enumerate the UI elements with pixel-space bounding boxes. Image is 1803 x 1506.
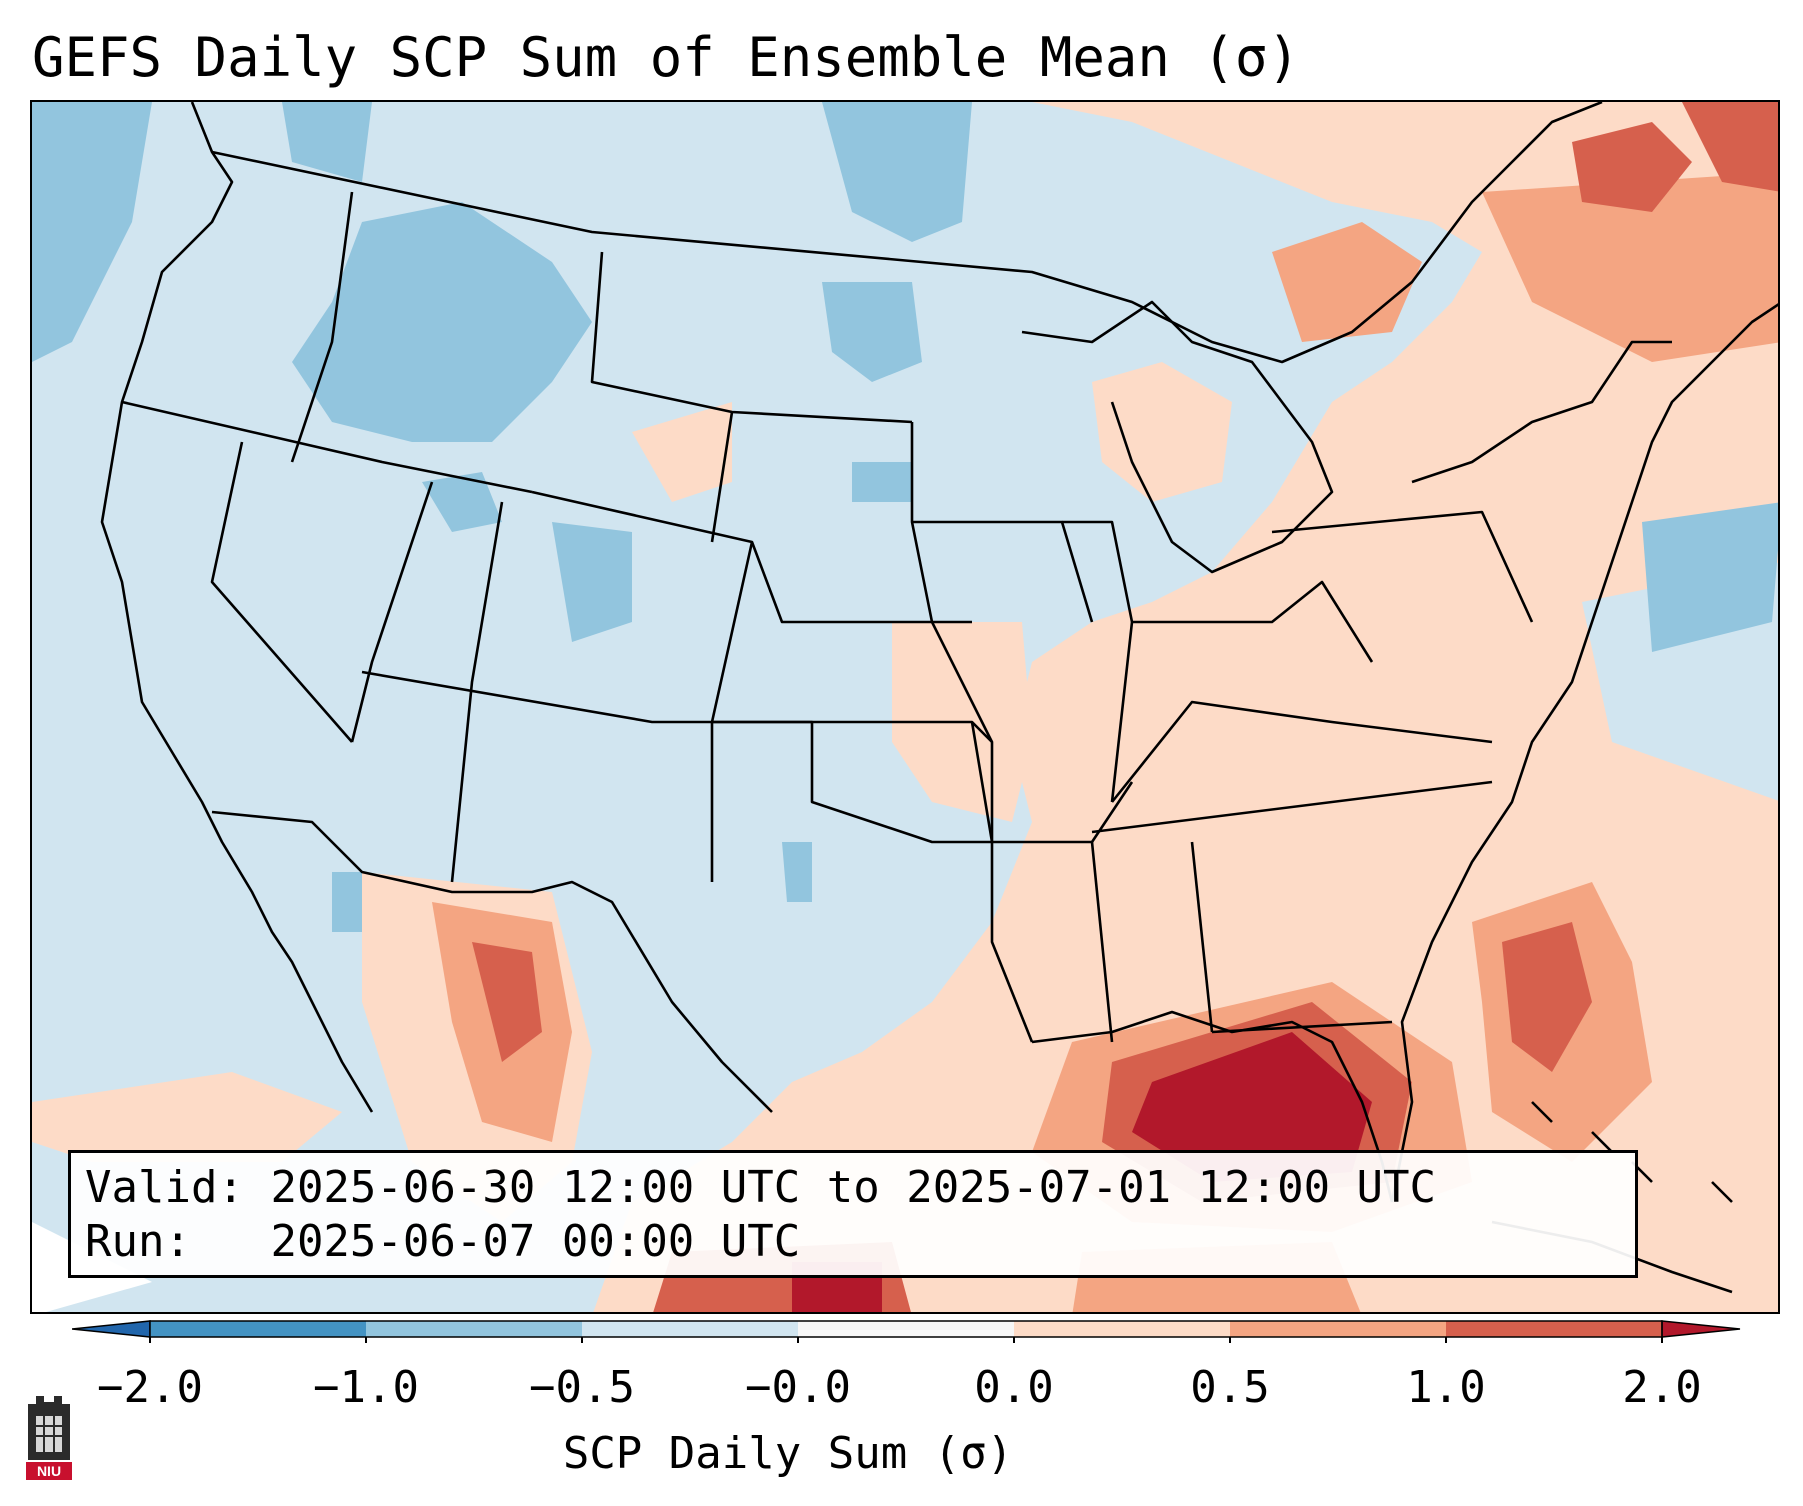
fl-line	[1211, 1020, 1393, 1034]
al-ga	[1190, 841, 1214, 1033]
wy-co-ne	[531, 490, 972, 624]
colorbar-outline	[149, 1320, 1663, 1338]
ok-tx	[712, 720, 992, 844]
map-title: GEFS Daily SCP Sum of Ensemble Mean (σ)	[32, 26, 1300, 89]
plains-east	[910, 422, 1034, 1043]
colorbar	[72, 1320, 1741, 1343]
gulf-coast	[1031, 1010, 1394, 1203]
valid-time-box: Valid: 2025-06-30 12:00 UTC to 2025-07-0…	[68, 1150, 1638, 1278]
west-coast	[100, 102, 374, 1113]
tick-label-7: 1.0	[1406, 1362, 1486, 1413]
niu-logo-text: NIU	[37, 1463, 61, 1479]
mt-wy-sd	[590, 251, 913, 424]
ia-mo	[912, 520, 1094, 623]
tick-label-2: −1.0	[313, 1362, 419, 1413]
east-coast	[1390, 303, 1778, 1203]
tn-line	[1091, 780, 1493, 834]
ar-la	[970, 721, 1134, 844]
colorbar-bin-1	[150, 1321, 366, 1337]
tick-label-4: −0.0	[745, 1362, 851, 1413]
colorbar-bin-5	[1014, 1321, 1230, 1337]
mexico-border	[211, 810, 773, 1113]
ut-az-nm	[450, 501, 504, 883]
tick-label-1: −2.0	[97, 1362, 203, 1413]
colorbar-bin-4	[798, 1321, 1014, 1337]
great-lakes	[1021, 300, 1334, 574]
colorbar-extend-over	[1661, 1320, 1741, 1338]
wy-ne	[710, 411, 734, 543]
or-ca-nv-id	[121, 400, 533, 494]
niu-logo: NIU	[26, 1396, 72, 1480]
colorbar-label: SCP Daily Sum (σ)	[562, 1428, 1014, 1479]
oh-wv	[1132, 580, 1374, 663]
pa-line	[1271, 510, 1534, 623]
ky-va-nc	[1110, 700, 1493, 803]
nevada	[210, 441, 353, 743]
negative-anomaly-field	[32, 102, 1778, 1312]
utah-west	[350, 481, 434, 743]
colorbar-bin-6	[1230, 1321, 1446, 1337]
valid-label: Valid:	[85, 1162, 244, 1213]
colorbar-bin-2	[366, 1321, 582, 1337]
tick-label-8: 2.0	[1622, 1362, 1702, 1413]
ny-ne	[1411, 340, 1672, 484]
run-value: 2025-06-07 00:00 UTC	[270, 1216, 801, 1267]
valid-value: 2025-06-30 12:00 UTC to 2025-07-01 12:00…	[270, 1162, 1437, 1213]
northern-border	[211, 102, 1603, 364]
il-in	[1062, 520, 1134, 803]
colorbar-extend-under	[72, 1320, 151, 1338]
tick-label-5: 0.0	[974, 1362, 1054, 1413]
positive-anomaly-field	[32, 102, 1778, 1312]
tick-label-3: −0.5	[529, 1362, 635, 1413]
map-canvas	[32, 102, 1778, 1312]
tick-label-6: 0.5	[1190, 1362, 1270, 1413]
run-label: Run:	[85, 1216, 191, 1267]
colorbar-bin-3	[582, 1321, 798, 1337]
boundary-lines	[100, 102, 1778, 1203]
colorbar-bin-7	[1446, 1321, 1662, 1337]
map-panel: Valid: 2025-06-30 12:00 UTC to 2025-07-0…	[30, 100, 1780, 1314]
id-west	[290, 191, 354, 463]
ms-al	[1090, 841, 1114, 1043]
